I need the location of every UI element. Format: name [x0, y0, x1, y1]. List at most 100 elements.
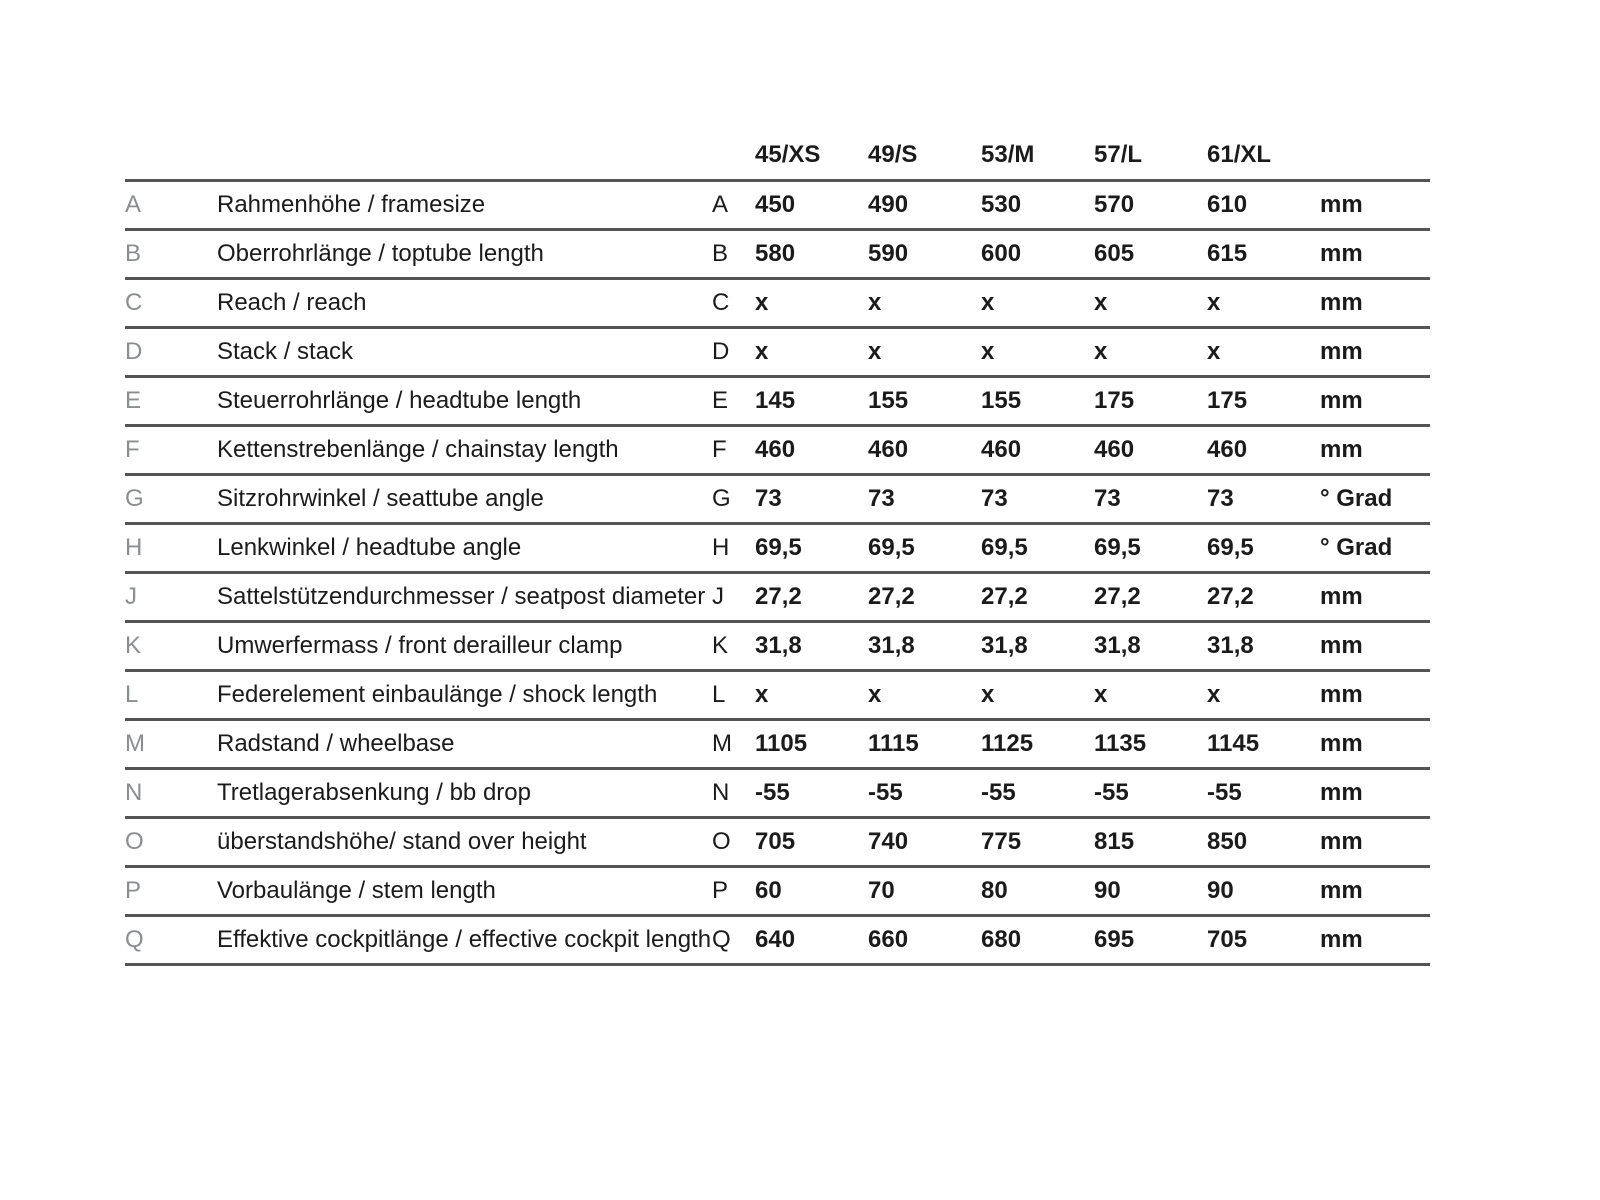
row-value: 615: [1207, 240, 1248, 267]
row-value: 815: [1094, 828, 1135, 855]
row-value: 73: [981, 485, 1008, 512]
row-letter: P: [712, 877, 729, 904]
row-letter: A: [712, 191, 729, 218]
row-unit: mm: [1320, 289, 1363, 316]
row-label: Vorbaulänge / stem length: [217, 877, 496, 904]
row-letter: M: [712, 730, 732, 757]
row-letter: K: [712, 632, 729, 659]
row-letter-muted: C: [125, 289, 143, 316]
row-unit: ° Grad: [1320, 534, 1393, 561]
table-row: G Sitzrohrwinkel / seattube angle G 73 73 73 7…: [125, 475, 1430, 524]
row-letter: C: [712, 289, 730, 316]
row-value: x: [1094, 681, 1108, 708]
row-value: 640: [755, 926, 796, 953]
row-letter-muted: E: [125, 387, 142, 414]
row-unit: mm: [1320, 583, 1363, 610]
row-value: -55: [868, 779, 903, 806]
row-value: 31,8: [1207, 632, 1254, 659]
size-column-header: 45/XS: [755, 140, 821, 168]
row-label: Federelement einbaulänge / shock length: [217, 681, 658, 708]
row-value: 490: [868, 191, 909, 218]
row-value: 680: [981, 926, 1022, 953]
row-value: 80: [981, 877, 1008, 904]
row-value: 69,5: [1094, 534, 1141, 561]
row-value: 73: [868, 485, 895, 512]
row-letter-muted: L: [125, 681, 139, 708]
table-row: Q Effektive cockpitlänge / effective cock…: [125, 916, 1430, 965]
row-label: Steuerrohrlänge / headtube length: [217, 387, 582, 414]
row-value: x: [868, 338, 882, 365]
row-letter-muted: K: [125, 632, 142, 659]
row-value: 660: [868, 926, 909, 953]
row-letter: F: [712, 436, 727, 463]
size-column-header: 53/M: [981, 140, 1035, 168]
row-value: 1125: [981, 730, 1034, 757]
row-label: Rahmenhöhe / framesize: [217, 191, 486, 218]
row-letter-muted: N: [125, 779, 143, 806]
table-row: L Federelement einbaulänge / shock length…: [125, 671, 1430, 720]
row-letter: O: [712, 828, 731, 855]
row-letter: L: [712, 681, 726, 708]
row-value: x: [981, 289, 995, 316]
table-row: P Vorbaulänge / stem length P 60 70 80 90 90 mm: [125, 867, 1430, 916]
row-value: x: [868, 289, 882, 316]
row-letter: G: [712, 485, 731, 512]
row-value: 695: [1094, 926, 1135, 953]
row-letter: E: [712, 387, 729, 414]
row-value: 705: [1207, 926, 1248, 953]
row-letter: B: [712, 240, 729, 267]
row-value: 27,2: [868, 583, 915, 610]
row-unit: mm: [1320, 877, 1363, 904]
table-row: N Tretlagerabsenkung / bb drop N -55 -55 -55 -…: [125, 769, 1430, 818]
row-value: x: [1207, 338, 1221, 365]
row-value: 60: [755, 877, 782, 904]
row-letter: N: [712, 779, 730, 806]
row-unit: mm: [1320, 387, 1363, 414]
row-value: 155: [868, 387, 909, 414]
row-letter-muted: P: [125, 877, 142, 904]
row-value: 175: [1094, 387, 1135, 414]
row-letter-muted: G: [125, 485, 144, 512]
row-value: 600: [981, 240, 1022, 267]
table-row: B Oberrohrlänge / toptube length B 580 590 60…: [125, 230, 1430, 279]
row-value: x: [868, 681, 882, 708]
table-row: A Rahmenhöhe / framesize A 450 490 530 570 610 m…: [125, 181, 1430, 230]
geometry-table: 45/XS 49/S 53/M 57/L 61/XL A Rahmenhöhe /…: [125, 130, 1430, 966]
table-row: M Radstand / wheelbase M 1105 1115 1125 1135 11…: [125, 720, 1430, 769]
row-label: Reach / reach: [217, 289, 367, 316]
row-value: 705: [755, 828, 796, 855]
row-label: Umwerfermass / front derailleur clamp: [217, 632, 623, 659]
row-label: Stack / stack: [217, 338, 354, 365]
row-value: 740: [868, 828, 909, 855]
size-column-header: 61/XL: [1207, 140, 1272, 168]
row-value: 31,8: [1094, 632, 1141, 659]
row-letter: D: [712, 338, 730, 365]
row-unit: mm: [1320, 191, 1363, 218]
row-value: 605: [1094, 240, 1135, 267]
row-value: 460: [981, 436, 1022, 463]
row-value: 70: [868, 877, 895, 904]
header-spacer: [712, 130, 755, 181]
row-unit: mm: [1320, 338, 1363, 365]
row-value: 1105: [755, 730, 808, 757]
row-value: x: [981, 681, 995, 708]
row-value: -55: [1094, 779, 1129, 806]
size-column-header: 49/S: [868, 140, 918, 168]
row-value: 69,5: [1207, 534, 1254, 561]
row-label: Kettenstrebenlänge / chainstay length: [217, 436, 619, 463]
header-spacer: [217, 130, 712, 181]
row-value: 27,2: [755, 583, 802, 610]
row-unit: mm: [1320, 632, 1363, 659]
row-value: 155: [981, 387, 1022, 414]
table-row: E Steuerrohrlänge / headtube length E 145 15…: [125, 377, 1430, 426]
row-value: 570: [1094, 191, 1135, 218]
table-row: K Umwerfermass / front derailleur clamp K 3…: [125, 622, 1430, 671]
table-row: J Sattelstützendurchmesser / seatpost dia…: [125, 573, 1430, 622]
row-value: 1115: [868, 730, 919, 757]
row-value: 73: [755, 485, 782, 512]
row-value: x: [755, 338, 769, 365]
row-value: 175: [1207, 387, 1248, 414]
row-value: 775: [981, 828, 1022, 855]
row-letter-muted: A: [125, 191, 142, 218]
